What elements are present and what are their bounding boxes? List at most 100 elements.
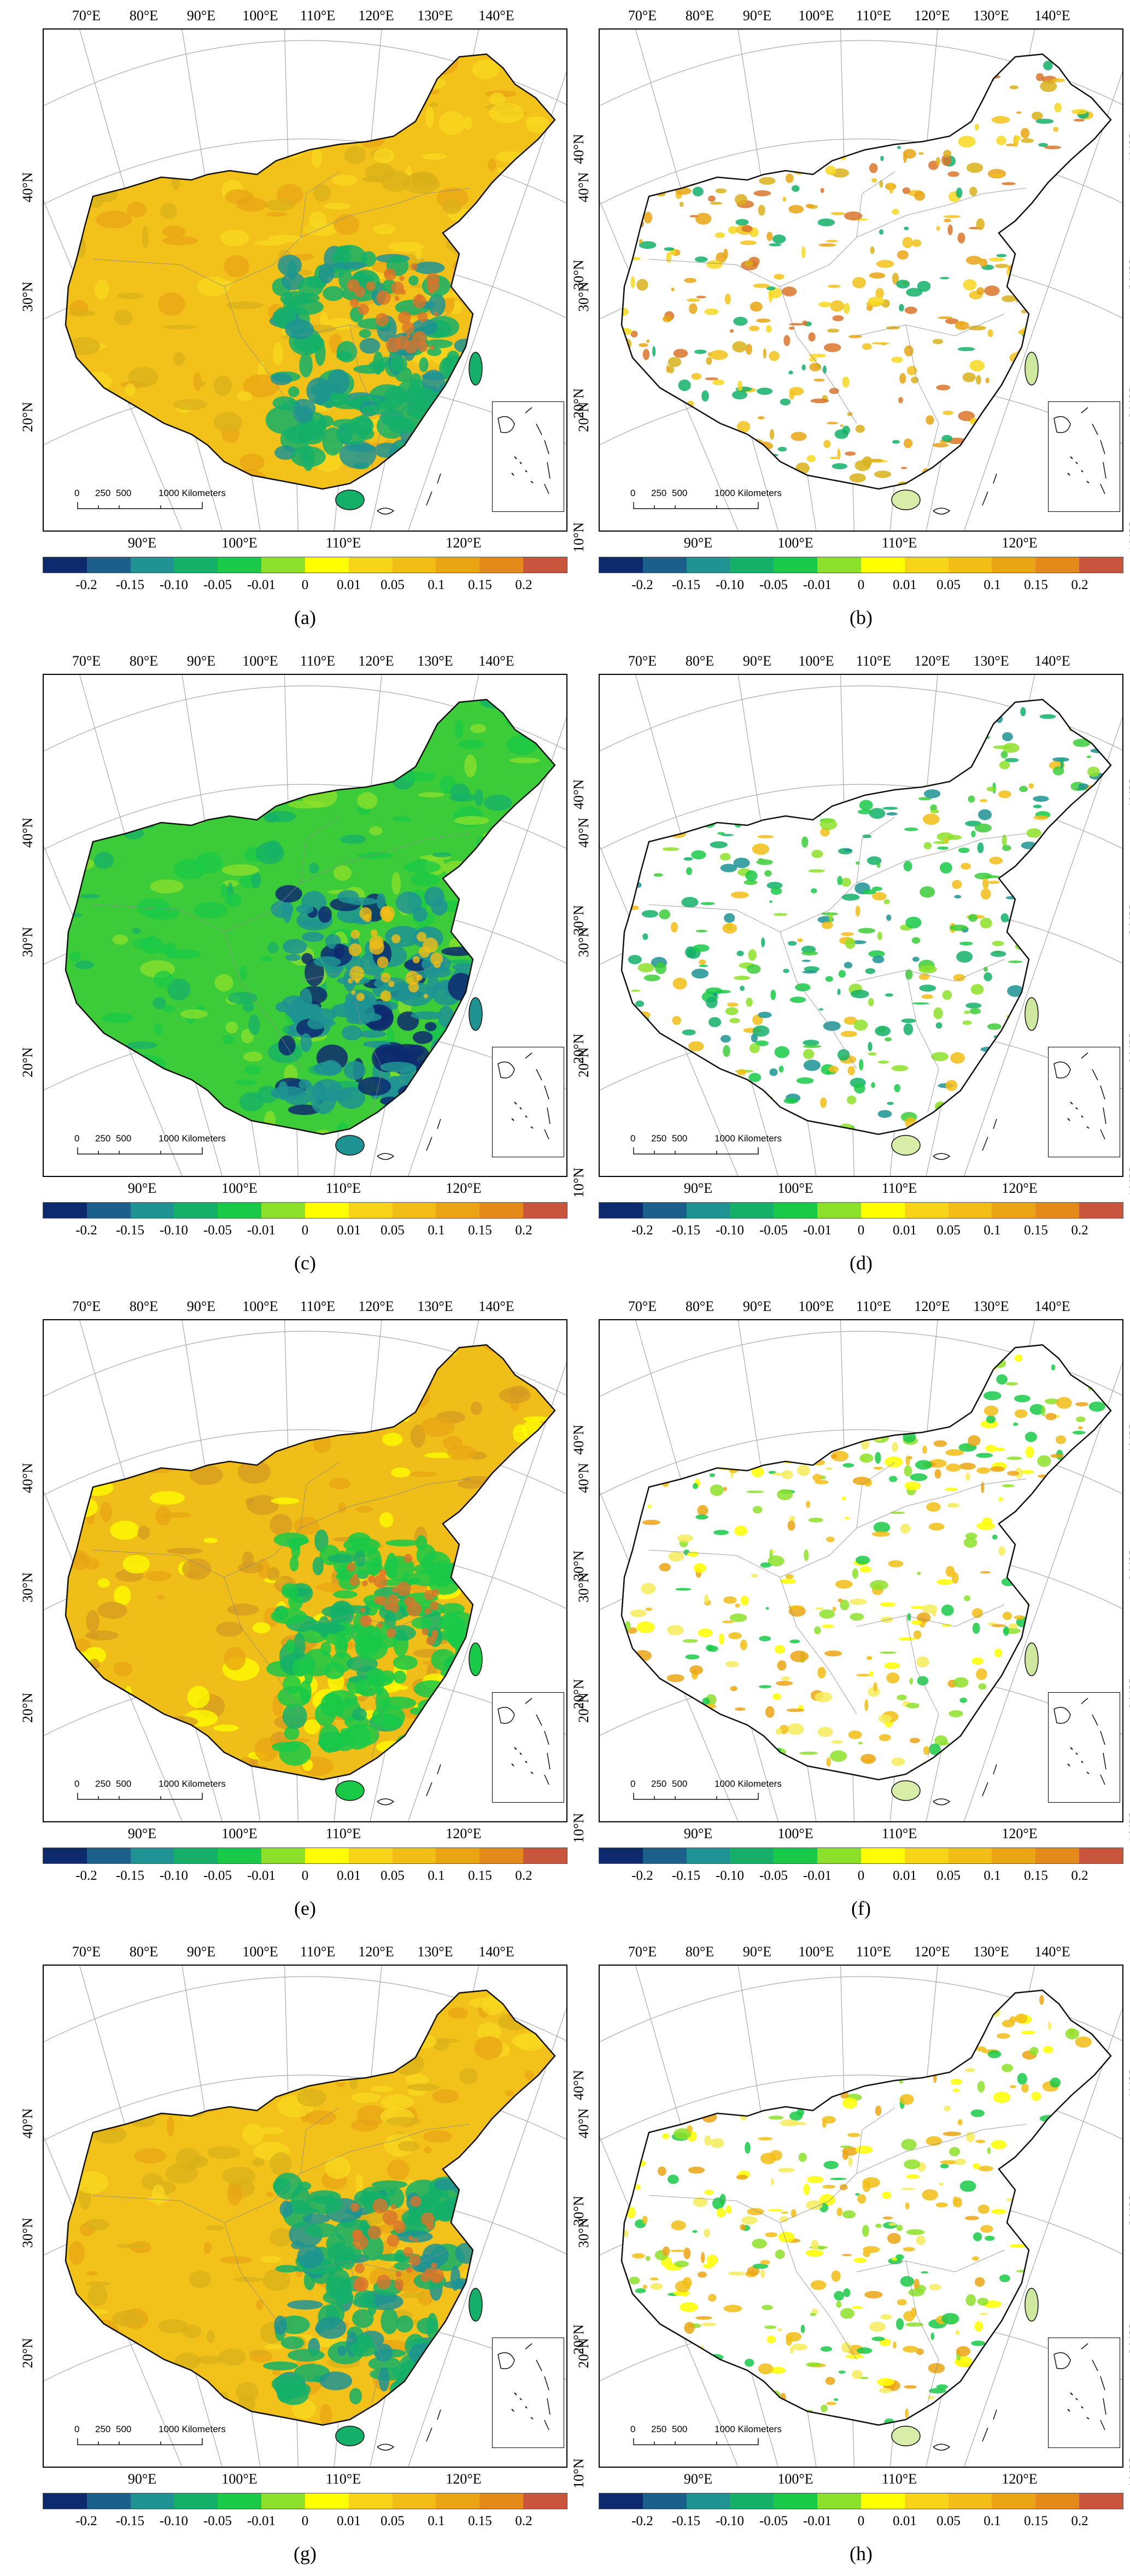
china-outline [620,1989,1112,2426]
legend-swatch [860,2493,905,2509]
legend-swatch [174,1848,218,1863]
lon-label-top: 130°E [417,8,453,24]
hainan-island [891,1780,921,1801]
scale-unit-label: 1000 Kilometers [159,2424,226,2434]
color-legend [599,2493,1123,2509]
hainan-island [335,1780,365,1801]
legend-swatch [599,1848,643,1863]
lon-label-bottom: 110°E [881,2471,917,2487]
map-frame: 0 250 500 1000 Kilometers [599,1965,1123,2468]
map-panel-c: 70°E 80°E 90°E 100°E 110°E 120°E 130°E 140°E 90°… [15,645,587,1285]
legend-swatch [642,1848,687,1863]
legend-swatch [642,2493,687,2509]
lon-label-top: 130°E [973,1944,1009,1960]
map-panel-h: 70°E 80°E 90°E 100°E 110°E 120°E 130°E 140°E 90°… [571,1936,1130,2576]
legend-swatch [992,557,1036,573]
lon-label-top: 120°E [358,1944,394,1960]
legend-swatch [305,1203,349,1218]
lon-label-top: 80°E [685,653,715,669]
lat-label-right: 10°N [1127,522,1130,552]
legend-swatch [817,2493,861,2509]
lon-label-top: 120°E [358,653,394,669]
lon-label-top: 110°E [856,1944,892,1960]
legend-swatch [904,557,949,573]
legend-swatch [348,1203,393,1218]
legend-swatch [130,2493,174,2509]
lon-label-top: 140°E [478,1298,514,1314]
legend-label: 0.2 [515,1223,532,1238]
lat-label-right: 20°N [1127,1033,1130,1064]
lon-label-top: 140°E [1034,653,1070,669]
lon-label-top: 70°E [72,1944,101,1960]
china-outline [620,53,1112,490]
lon-label-top: 90°E [742,8,772,24]
legend-label: -0.05 [203,1868,232,1883]
lon-label-top: 130°E [417,653,453,669]
legend-swatch [130,1848,174,1863]
legend-label: -0.05 [759,1868,788,1883]
legend-label: 0 [857,578,865,592]
lat-label-left: 20°N [576,401,592,432]
scale-bar: 0 250 500 1000 Kilometers [630,1133,829,1166]
legend-label: -0.01 [803,1868,832,1883]
scale-tick-label: 250 [95,1779,111,1789]
lon-label-bottom: 90°E [683,2471,713,2487]
legend-swatch [1035,1848,1080,1863]
legend-swatch [479,557,524,573]
legend-swatch [261,1203,305,1218]
legend-swatch [686,2493,730,2509]
legend-label: 0.05 [936,578,961,592]
legend-swatch [218,557,262,573]
legend-swatch [992,1848,1036,1863]
legend-swatch [218,2493,262,2509]
legend-swatch [305,1848,349,1863]
legend-label: -0.01 [247,578,276,592]
south-sea-islands [933,1118,997,1160]
province-boundaries [92,1462,471,1758]
lon-label-top: 100°E [242,1298,278,1314]
legend-swatch [1079,1848,1123,1863]
legend-swatch [686,557,730,573]
lat-label-right: 20°N [1127,2324,1130,2354]
hainan-island [335,489,365,510]
lon-label-bottom: 100°E [777,1180,813,1196]
scale-bar: 0 250 500 1000 Kilometers [630,488,829,521]
legend-label: 0.1 [983,1223,1001,1238]
china-map-svg [600,675,1122,1176]
legend-swatch [523,1848,567,1863]
lon-label-top: 130°E [417,1298,453,1314]
lon-label-top: 100°E [242,653,278,669]
taiwan-island [1024,997,1039,1031]
legend-swatch [860,1203,905,1218]
legend-swatch [174,557,218,573]
legend-label: 0.1 [428,2514,445,2528]
legend-labels: -0.2 -0.15 -0.10 -0.05 -0.01 0 0.01 0.05 0.1 0.15… [43,1223,567,1242]
lat-label-left: 30°N [576,2217,592,2248]
legend-swatch [599,557,643,573]
map-panel-e: 70°E 80°E 90°E 100°E 110°E 120°E 130°E 140°E 90°… [15,1291,587,1931]
lat-label-right: 30°N [1127,905,1130,935]
taiwan-island [469,352,483,386]
legend-label: -0.15 [115,1868,145,1883]
scale-tick-label: 0 [630,2424,636,2434]
map-frame: 0 250 500 1000 Kilometers [43,1965,567,2468]
lon-label-bottom: 120°E [446,535,482,551]
legend-swatch [130,1203,174,1218]
scale-bar: 0 250 500 1000 Kilometers [74,2424,273,2457]
south-sea-islands [377,2409,441,2451]
legend-label: 0.15 [468,578,492,592]
legend-label: -0.10 [159,1868,189,1883]
china-outline [65,698,556,1135]
panel-caption: (g) [294,2543,317,2565]
panel-caption: (b) [850,607,873,628]
south-china-sea-inset [492,2338,564,2448]
china-map-svg [600,30,1122,531]
legend-swatch [686,1203,730,1218]
lat-label-left: 30°N [20,2217,36,2248]
south-sea-islands [933,1764,997,1805]
legend-swatch [392,2493,436,2509]
legend-label: 0.01 [893,578,917,592]
legend-label: -0.2 [631,2514,653,2528]
hainan-island [335,1135,365,1156]
lat-label-right: 10°N [1127,1167,1130,1198]
